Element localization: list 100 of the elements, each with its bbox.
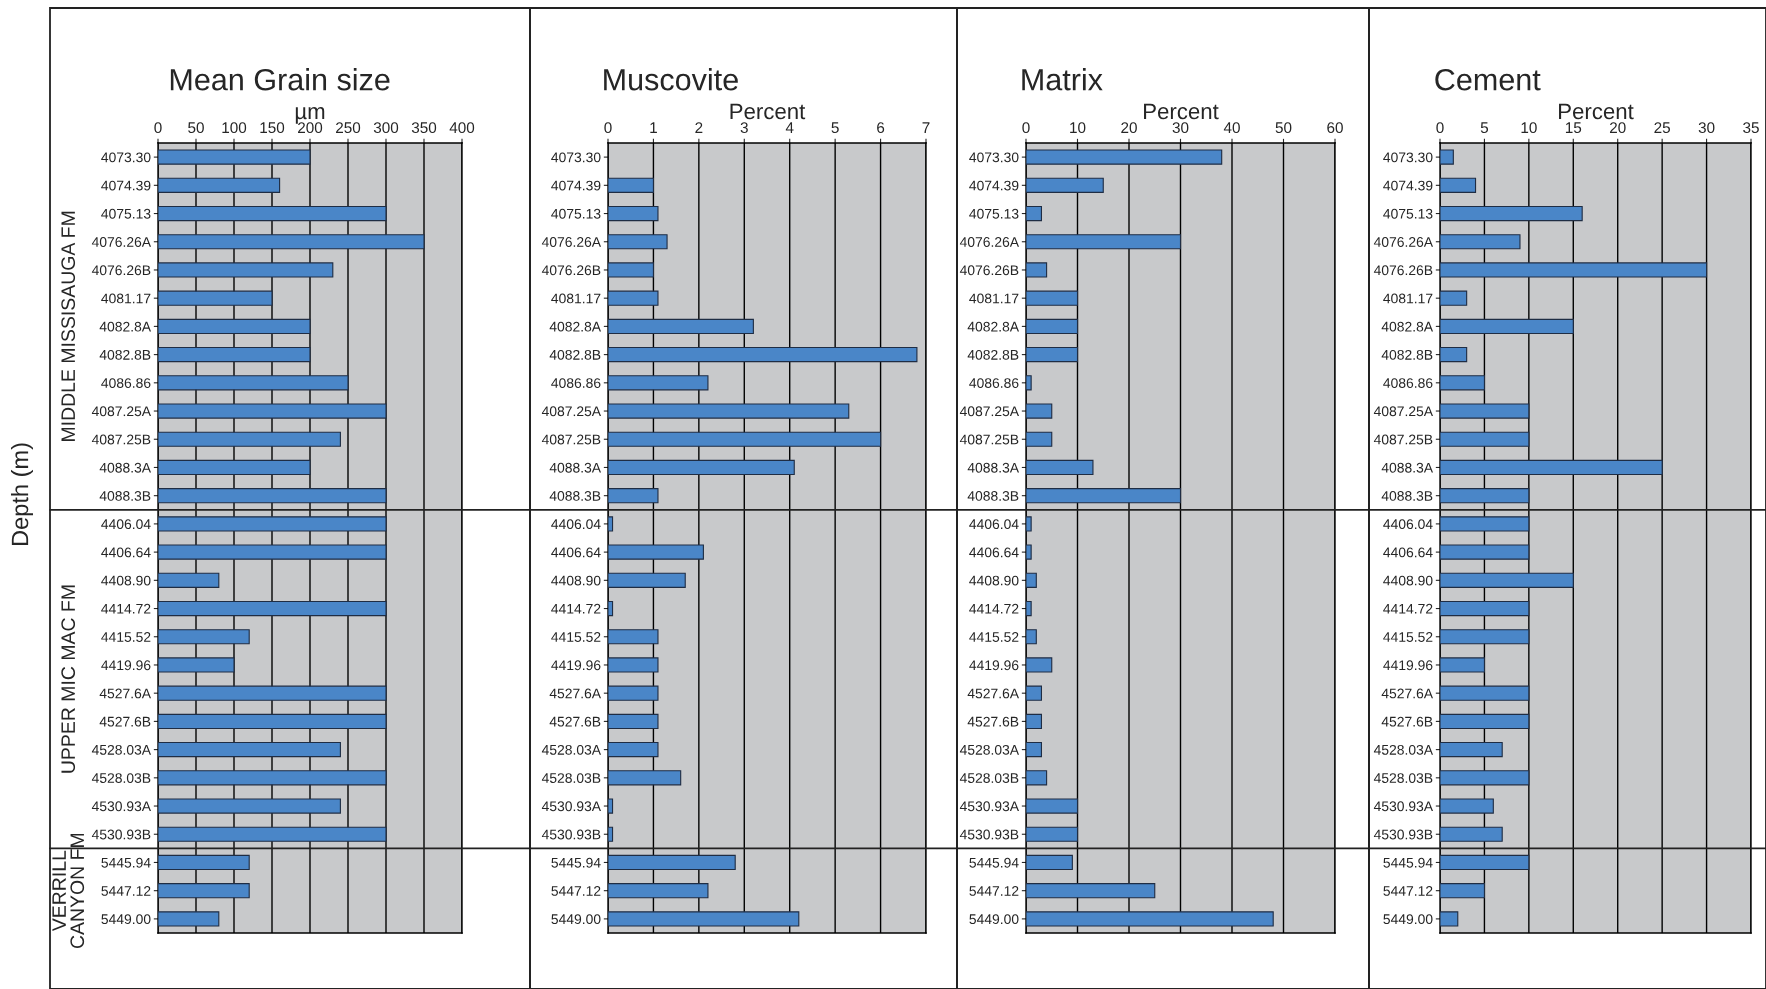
- bar: [1440, 149, 1454, 165]
- y-tick-label: 4528.03B: [1373, 773, 1433, 783]
- y-tick-label: 4088.3A: [967, 462, 1020, 473]
- y-tick-label: 4086.86: [1383, 378, 1433, 388]
- y-tick-label: 4408.90: [551, 575, 601, 586]
- y-tick-label: 5449.00: [969, 914, 1019, 925]
- bar: [158, 346, 311, 363]
- x-tick-label: 200: [298, 122, 323, 134]
- y-tick-label: 4081.17: [1383, 293, 1433, 304]
- y-tick-label: 4082.8B: [1381, 349, 1433, 360]
- y-tick-label: 4073.30: [551, 152, 601, 163]
- x-tick-label: 40: [1223, 122, 1240, 134]
- y-axis-title: Depth (m): [11, 443, 33, 546]
- y-tick-label: 4082.8A: [99, 321, 152, 332]
- y-tick-label: 5445.94: [551, 857, 601, 868]
- bar: [158, 572, 220, 588]
- bar: [1026, 149, 1223, 165]
- y-tick-label: 4087.25B: [541, 434, 601, 445]
- bar: [608, 459, 795, 476]
- y-tick-label: 4530.93B: [1373, 829, 1433, 840]
- y-tick-label: 4419.96: [969, 660, 1019, 671]
- y-tick-label: 4530.93B: [959, 829, 1019, 840]
- y-tick-label: 4086.86: [551, 378, 601, 388]
- bar: [158, 544, 387, 560]
- bar: [608, 854, 736, 871]
- y-tick-label: 4087.25B: [959, 434, 1019, 445]
- bar: [1026, 798, 1079, 814]
- y-tick-label: 4087.25A: [959, 406, 1020, 417]
- y-tick-label: 4408.90: [101, 575, 151, 586]
- x-tick-label: 100: [222, 122, 247, 134]
- y-tick-label: 4528.03B: [541, 773, 601, 783]
- bar: [1026, 205, 1043, 222]
- y-tick-label: 4528.03B: [91, 773, 151, 783]
- x-tick-label: 5: [831, 122, 839, 134]
- y-tick-label: 4076.26B: [91, 265, 151, 276]
- bar: [1026, 318, 1079, 335]
- bar: [608, 318, 754, 335]
- bar: [608, 403, 850, 419]
- y-tick-label: 4086.86: [969, 378, 1019, 388]
- y-tick-label: 4076.26B: [1373, 265, 1433, 276]
- bar: [158, 854, 250, 871]
- y-tick-label: 4406.04: [1383, 519, 1433, 530]
- x-tick-label: 10: [1521, 122, 1537, 134]
- bar: [1440, 234, 1521, 250]
- bar: [1026, 375, 1032, 391]
- y-tick-label: 4075.13: [551, 208, 601, 219]
- bar: [608, 770, 682, 786]
- y-tick-label: 4075.13: [101, 208, 151, 219]
- bar: [158, 911, 220, 927]
- bar: [608, 741, 659, 758]
- y-tick-label: 5445.94: [1383, 857, 1433, 868]
- y-tick-label: 4076.26B: [541, 265, 601, 276]
- x-tick-label: 300: [373, 122, 399, 134]
- x-tick-label: 20: [1121, 122, 1137, 134]
- bar: [608, 629, 659, 645]
- y-tick-label: 4076.26A: [541, 237, 602, 247]
- y-tick-label: 4406.64: [551, 547, 601, 558]
- chart-title: Matrix: [1022, 68, 1103, 91]
- y-tick-label: 4528.03A: [1373, 744, 1434, 755]
- y-tick-label: 4073.30: [969, 152, 1019, 163]
- bar: [1026, 713, 1043, 730]
- bar: [1440, 629, 1530, 645]
- chart-title: Cement: [1435, 68, 1541, 91]
- bar: [1440, 375, 1485, 391]
- bar: [1440, 177, 1477, 193]
- bar: [158, 234, 425, 250]
- bar: [608, 488, 659, 504]
- bar: [1026, 685, 1043, 701]
- x-tick-label: 30: [1698, 122, 1715, 134]
- y-tick-label: 4088.3A: [1381, 462, 1434, 473]
- x-axis-title: µm: [295, 107, 325, 124]
- bar: [1440, 572, 1574, 588]
- bar: [1026, 572, 1037, 588]
- bar: [158, 375, 349, 391]
- bar: [1026, 826, 1079, 842]
- bar: [158, 431, 341, 447]
- y-tick-label: 4088.3B: [549, 491, 601, 501]
- y-tick-label: 4415.52: [551, 632, 601, 642]
- bar: [1440, 403, 1530, 419]
- bar: [1440, 544, 1530, 560]
- bar: [1026, 234, 1182, 250]
- bar: [158, 205, 387, 222]
- x-tick-label: 6: [877, 122, 885, 134]
- y-tick-label: 4414.72: [101, 603, 151, 614]
- bar: [158, 262, 334, 278]
- y-tick-label: 4406.04: [551, 519, 601, 530]
- y-tick-label: 4088.3A: [99, 462, 152, 473]
- bar: [1440, 488, 1530, 504]
- bar: [1440, 431, 1530, 447]
- y-tick-label: 4528.03B: [959, 773, 1019, 783]
- bar: [608, 911, 800, 927]
- bar: [158, 657, 235, 673]
- x-tick-label: 0: [1022, 122, 1030, 134]
- bar: [608, 544, 704, 560]
- y-tick-label: 4406.64: [969, 547, 1019, 558]
- bar: [1440, 459, 1663, 476]
- y-tick-label: 4082.8A: [549, 321, 602, 332]
- bar: [1440, 516, 1530, 532]
- y-tick-label: 4414.72: [551, 603, 601, 614]
- bar: [158, 459, 311, 476]
